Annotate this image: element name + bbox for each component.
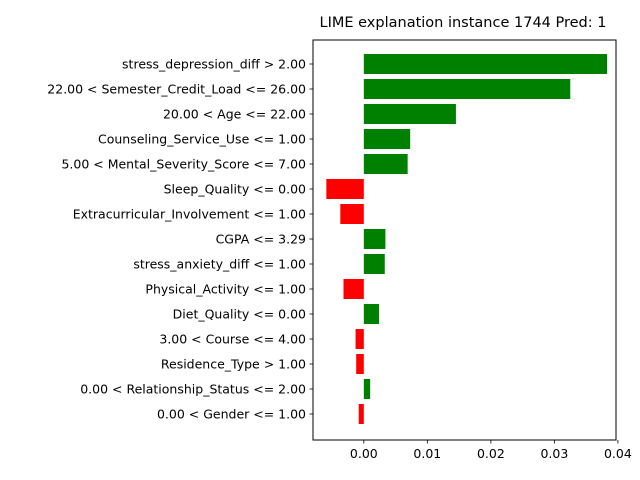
- y-tick-label: CGPA <= 3.29: [216, 232, 306, 247]
- y-tick-label: Sleep_Quality <= 0.00: [164, 182, 306, 197]
- y-tick-label: Residence_Type > 1.00: [161, 357, 306, 372]
- bar-11: [355, 329, 364, 349]
- y-tick-label: 0.00 < Gender <= 1.00: [157, 407, 306, 422]
- bar-8: [363, 254, 385, 274]
- bar-0: [363, 54, 608, 74]
- y-tick-label: stress_anxiety_diff <= 1.00: [133, 257, 306, 272]
- x-tick-label: 0.01: [413, 446, 441, 461]
- x-axis-ticks: 0.00 0.01 0.02 0.03 0.04: [350, 440, 632, 461]
- y-tick-label: Counseling_Service_Use <= 1.00: [98, 132, 306, 147]
- x-tick-label: 0.00: [350, 446, 378, 461]
- y-tick-label: 20.00 < Age <= 22.00: [163, 107, 306, 122]
- y-tick-label: 22.00 < Semester_Credit_Load <= 26.00: [47, 82, 306, 97]
- bar-1: [363, 79, 571, 99]
- x-tick-label: 0.04: [604, 446, 632, 461]
- bar-6: [340, 204, 364, 224]
- y-tick-label: Extracurricular_Involvement <= 1.00: [73, 207, 306, 222]
- bar-9: [343, 279, 364, 299]
- bars-layer: [326, 54, 608, 424]
- y-tick-label: 3.00 < Course <= 4.00: [159, 332, 306, 347]
- chart-title: LIME explanation instance 1744 Pred: 1: [320, 15, 607, 31]
- y-tick-label: 0.00 < Relationship_Status <= 2.00: [80, 382, 306, 397]
- y-tick-label: Physical_Activity <= 1.00: [145, 282, 306, 297]
- y-tick-labels: stress_depression_diff > 2.00 22.00 < Sem…: [47, 57, 313, 422]
- y-tick-label: 5.00 < Mental_Severity_Score <= 7.00: [61, 157, 306, 172]
- bar-10: [363, 304, 380, 324]
- bar-3: [363, 129, 411, 149]
- plot-frame: [312, 39, 617, 441]
- y-tick-label: stress_depression_diff > 2.00: [122, 57, 306, 72]
- bar-13: [363, 379, 371, 399]
- bar-7: [363, 229, 386, 249]
- y-tick-label: Diet_Quality <= 0.00: [173, 307, 306, 322]
- bar-12: [356, 354, 364, 374]
- bar-4: [363, 154, 408, 174]
- bar-5: [326, 179, 364, 199]
- x-tick-label: 0.02: [477, 446, 505, 461]
- x-tick-label: 0.03: [540, 446, 568, 461]
- bar-14: [358, 404, 364, 424]
- bar-2: [363, 104, 456, 124]
